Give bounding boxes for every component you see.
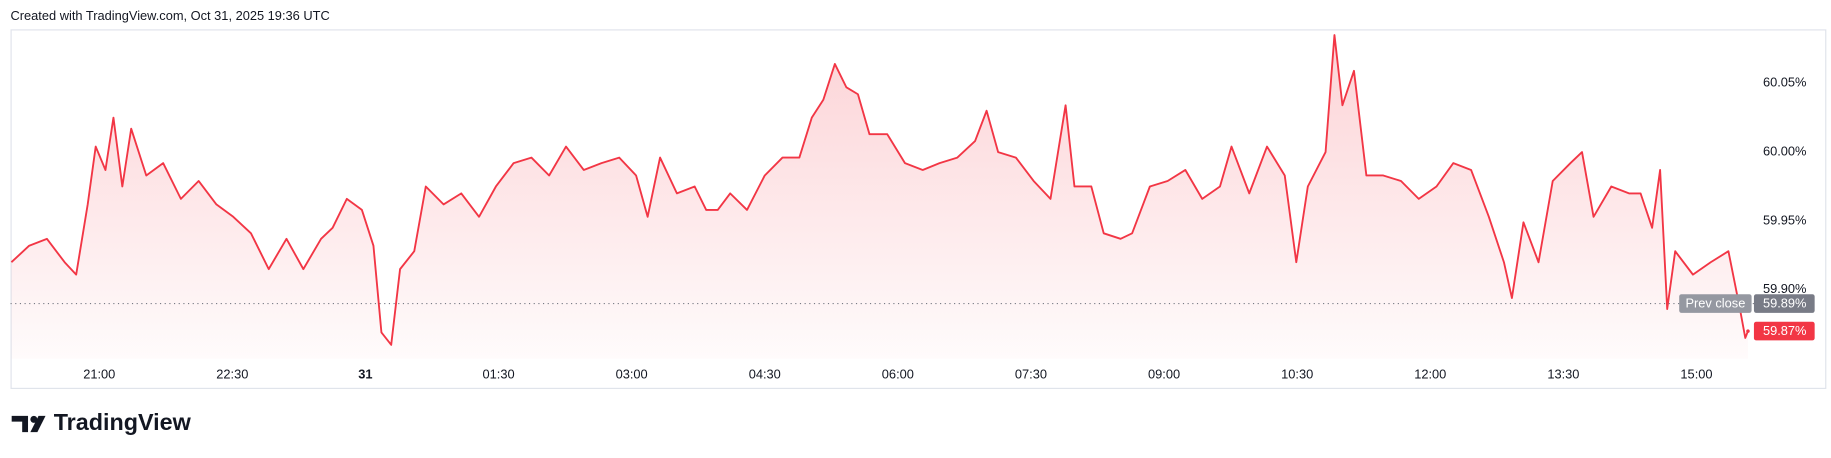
area-fill: [11, 35, 1748, 359]
x-tick-label: 12:00: [1414, 366, 1446, 381]
x-tick-label: 13:30: [1547, 366, 1579, 381]
prev-close-value-tag: [1753, 294, 1815, 313]
x-tick-label: 22:30: [216, 366, 248, 381]
prev-close-value: 59.89%: [1763, 296, 1807, 311]
prev-close-label: Prev close: [1685, 296, 1745, 311]
brand-logo: [11, 415, 46, 433]
prev-close-tag: [1679, 294, 1752, 313]
price-line: [10, 34, 1749, 346]
y-tick-label: 60.00%: [1763, 143, 1807, 158]
x-tick-label: 21:00: [83, 366, 115, 381]
x-tick-label: 31: [358, 366, 372, 381]
header: Created with TradingView.com, Oct 31, 20…: [11, 8, 330, 23]
y-tick-label: 59.95%: [1763, 212, 1807, 227]
x-tick-label: 15:00: [1680, 366, 1712, 381]
brand-name: TradingView: [54, 409, 192, 435]
y-tick-label: 59.90%: [1763, 281, 1807, 296]
x-tick-label: 09:00: [1148, 366, 1180, 381]
x-tick-label: 03:00: [616, 366, 648, 381]
last-point: [1746, 329, 1750, 333]
x-tick-label: 10:30: [1281, 366, 1313, 381]
y-tick-label: 60.05%: [1763, 75, 1807, 90]
last-value-tag: [1753, 321, 1815, 341]
x-tick-label: 04:30: [749, 366, 781, 381]
last-value-label: 59.87%: [1763, 323, 1807, 338]
x-tick-label: 06:00: [882, 366, 914, 381]
x-tick-label: 07:30: [1015, 366, 1047, 381]
x-tick-label: 01:30: [483, 366, 515, 381]
chart-frame: [10, 29, 1827, 389]
